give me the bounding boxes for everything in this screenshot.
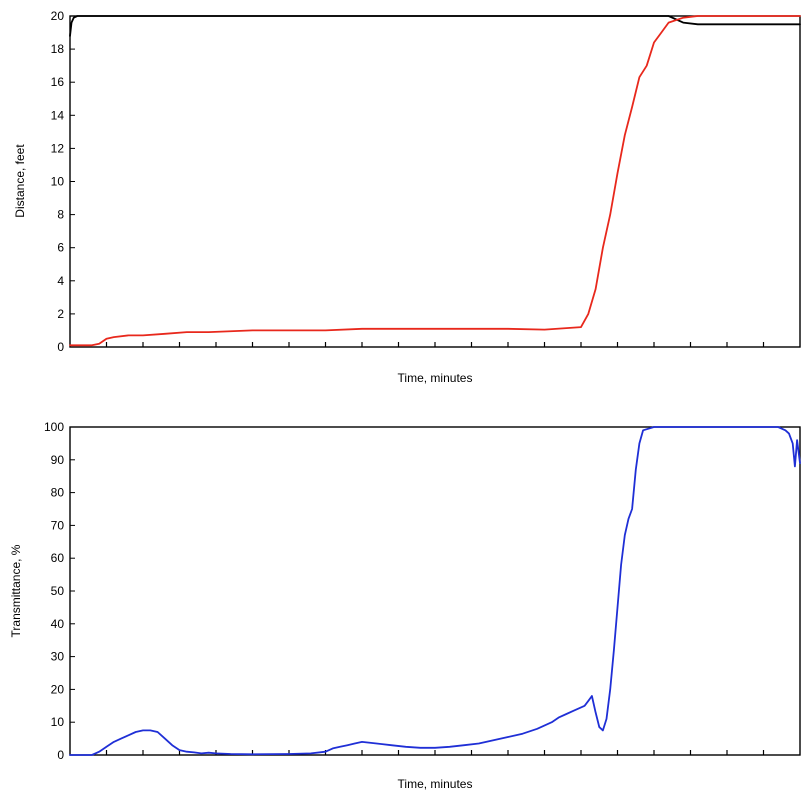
y-tick-label: 12 — [51, 141, 65, 155]
y-tick-label: 20 — [51, 682, 65, 696]
y-axis: 0 2 4 6 8 10 12 14 16 18 20 — [51, 9, 75, 354]
y-tick-label: 80 — [51, 486, 65, 500]
y-axis-title: Transmittance, % — [9, 544, 23, 637]
y-tick-label: 0 — [57, 748, 64, 762]
x-axis-title: Time, minutes — [398, 371, 473, 385]
series-line-1 — [69, 426, 801, 756]
series-line-2 — [69, 15, 801, 347]
y-tick-label: 30 — [51, 650, 65, 664]
plot-area-frame — [69, 15, 801, 348]
y-tick-label: 6 — [57, 241, 64, 255]
y-tick-label: 4 — [57, 274, 64, 288]
series-line-1 — [69, 15, 801, 37]
y-tick-label: 60 — [51, 551, 65, 565]
y-tick-label: 0 — [57, 340, 64, 354]
y-tick-label: 70 — [51, 518, 65, 532]
transmittance-chart: 0 10 20 30 40 50 60 70 80 90 100 Time, minutes Tra… — [9, 420, 801, 791]
y-tick-label: 2 — [57, 307, 64, 321]
y-tick-label: 14 — [51, 108, 65, 122]
x-axis — [105, 342, 765, 347]
y-tick-label: 20 — [51, 9, 65, 23]
plot-area-frame — [69, 426, 801, 756]
series-group — [69, 426, 801, 756]
series-group — [69, 15, 801, 347]
y-tick-label: 18 — [51, 42, 65, 56]
y-tick-label: 40 — [51, 617, 65, 631]
x-axis-title: Time, minutes — [398, 777, 473, 791]
y-tick-label: 100 — [44, 420, 64, 434]
y-tick-label: 8 — [57, 208, 64, 222]
y-tick-label: 90 — [51, 453, 65, 467]
y-tick-label: 10 — [51, 715, 65, 729]
distance-chart: 0 2 4 6 8 10 12 14 16 18 20 Time, minutes Distance… — [13, 9, 801, 385]
y-axis-title: Distance, feet — [13, 144, 27, 218]
y-tick-label: 50 — [51, 584, 65, 598]
y-tick-label: 10 — [51, 175, 65, 189]
y-tick-label: 16 — [51, 75, 65, 89]
y-axis: 0 10 20 30 40 50 60 70 80 90 100 — [44, 420, 75, 762]
